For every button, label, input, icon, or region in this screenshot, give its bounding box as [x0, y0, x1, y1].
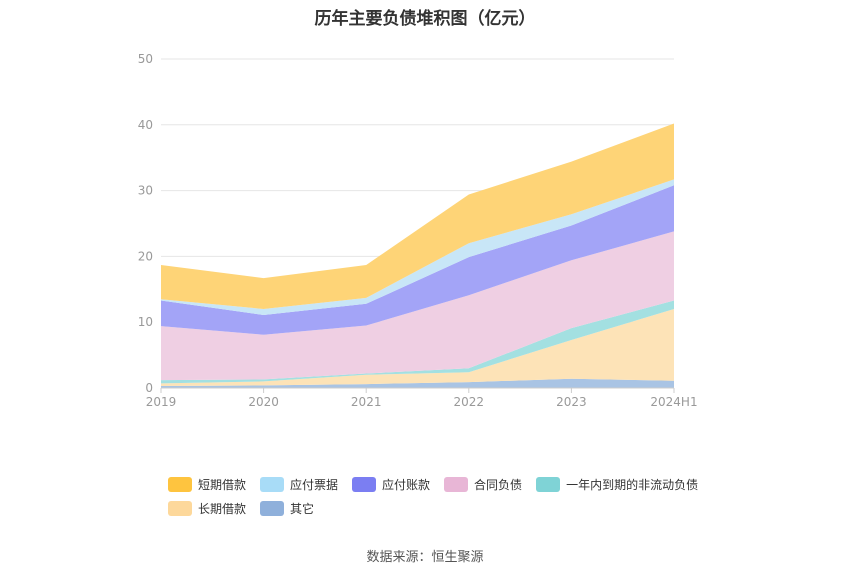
legend-swatch	[260, 476, 285, 492]
legend-item[interactable]: 应付账款	[352, 476, 430, 493]
legend-item[interactable]: 合同负债	[444, 476, 522, 493]
legend-swatch	[352, 476, 377, 492]
y-tick-label: 20	[138, 249, 153, 263]
area-series-layer	[161, 123, 674, 388]
legend-label: 其它	[290, 501, 315, 516]
legend-label: 应付账款	[382, 477, 431, 492]
y-tick-label: 30	[138, 184, 153, 198]
legend-swatch	[444, 476, 469, 492]
y-tick-label: 40	[138, 118, 153, 132]
x-tick-label: 2022	[454, 395, 485, 409]
series-area	[161, 123, 674, 309]
x-tick-label: 2023	[556, 395, 587, 409]
legend-row: 长期借款 其它	[168, 496, 728, 520]
legend-item[interactable]: 短期借款	[168, 476, 246, 493]
legend-item[interactable]: 一年内到期的非流动负债	[536, 476, 698, 493]
legend-label: 长期借款	[198, 501, 247, 516]
x-tick-label: 2024H1	[650, 395, 697, 409]
legend-label: 一年内到期的非流动负债	[566, 477, 699, 492]
x-tick-label: 2020	[248, 395, 279, 409]
legend-swatch	[536, 476, 561, 492]
y-tick-label: 0	[145, 381, 153, 395]
series-area	[161, 231, 674, 381]
series-area	[161, 309, 674, 386]
data-source-note: 数据来源：恒生聚源	[366, 550, 484, 565]
y-tick-label: 50	[138, 52, 153, 66]
legend-swatch	[260, 500, 285, 516]
legend-label: 短期借款	[198, 477, 247, 492]
x-tick-label: 2021	[351, 395, 382, 409]
chart-title: 历年主要负债堆积图（亿元）	[314, 9, 536, 29]
legend-item[interactable]: 长期借款	[168, 500, 246, 517]
series-area	[161, 378, 674, 388]
legend-swatch	[168, 500, 192, 516]
legend-label: 合同负债	[474, 477, 523, 492]
legend-row: 短期借款 应付票据 应付账款 合同负债 一年内到期的非流动负债	[168, 472, 728, 496]
legend: 短期借款 应付票据 应付账款 合同负债 一年内到期的非流动负债 长期借款 其它	[168, 472, 728, 520]
axes: 0 10 20 30 40 50 2019 2020 2021 2022 2023 2024H1	[138, 52, 698, 409]
legend-label: 应付票据	[290, 477, 339, 492]
x-tick-label: 2019	[146, 395, 177, 409]
y-tick-label: 10	[138, 315, 153, 329]
legend-item[interactable]: 其它	[260, 500, 314, 517]
legend-swatch	[168, 476, 192, 492]
legend-item[interactable]: 应付票据	[260, 476, 338, 493]
stacked-area-chart: 0 10 20 30 40 50 2019 2020 2021 2022 2023 2024H1	[138, 52, 698, 409]
series-area	[161, 185, 674, 335]
